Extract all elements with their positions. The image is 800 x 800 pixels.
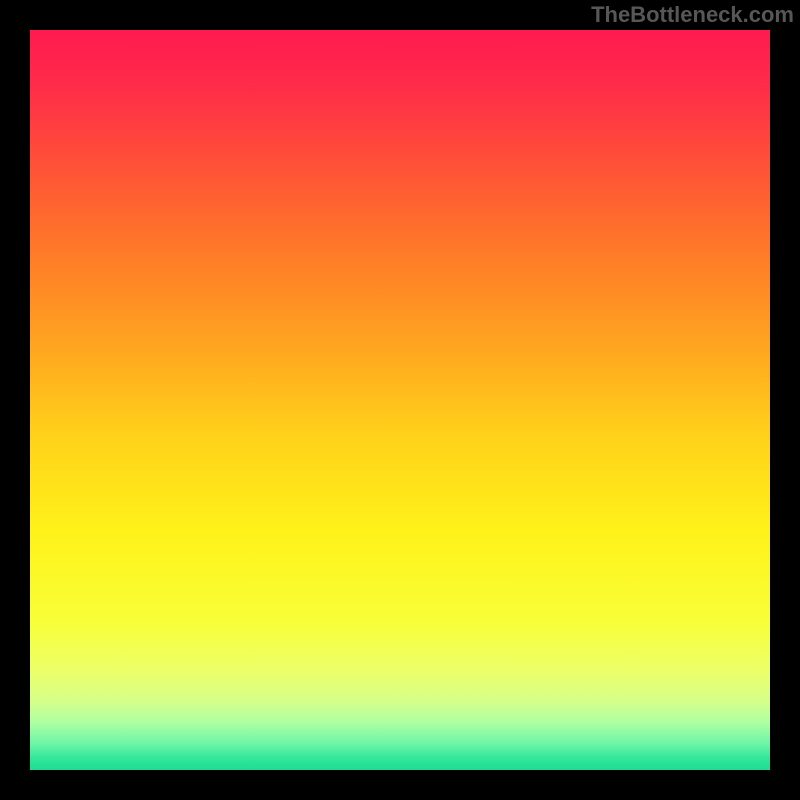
plot-area [30,30,770,770]
chart-stage: TheBottleneck.com [0,0,800,800]
gradient-background [30,30,770,770]
